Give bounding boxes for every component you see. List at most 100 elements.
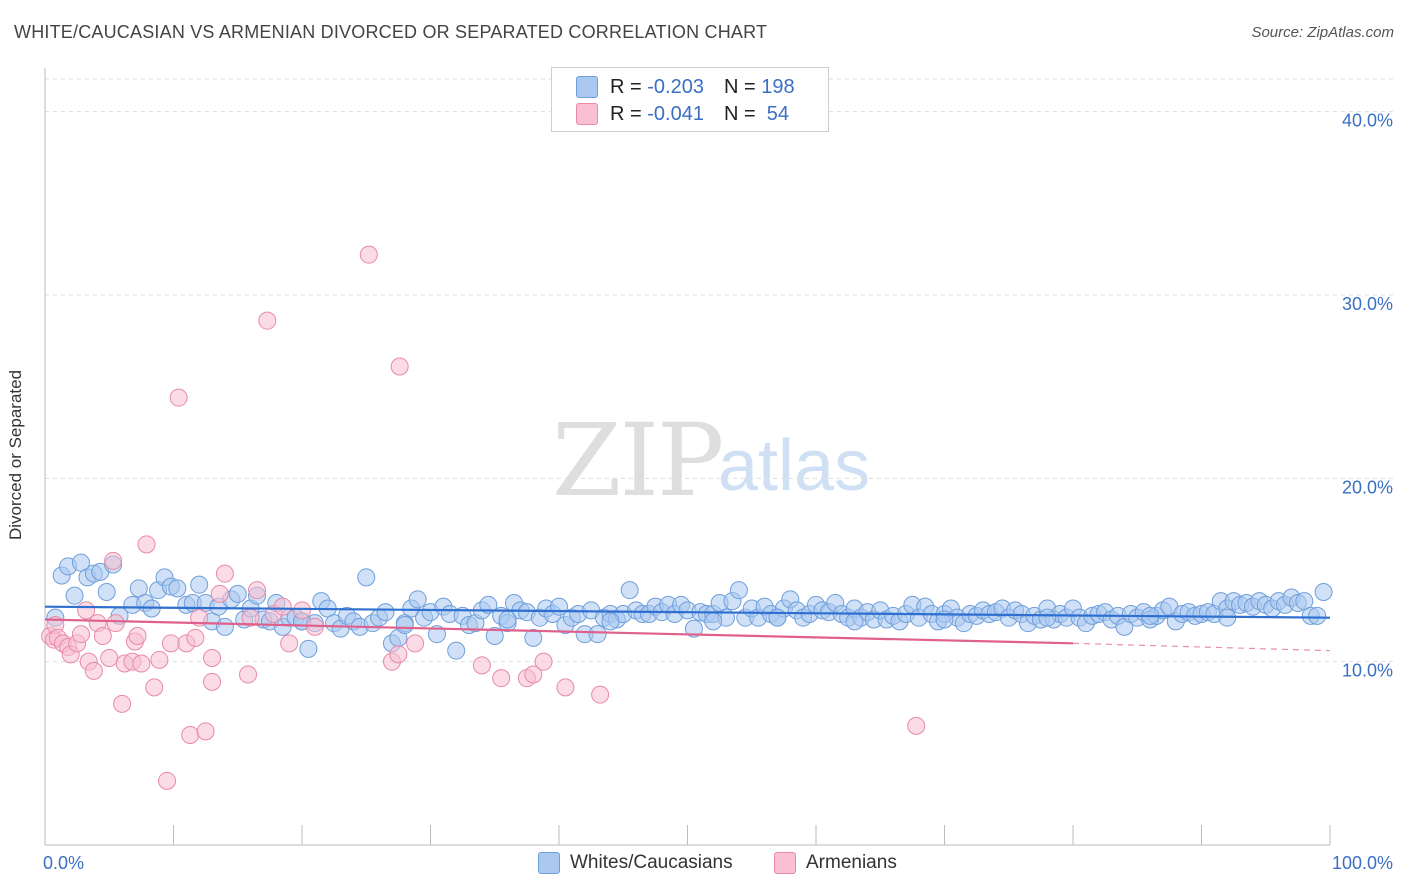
- armenians-point: [359, 245, 378, 264]
- whites-point: [524, 628, 543, 647]
- armenians-point: [280, 634, 299, 653]
- armenians-point: [215, 564, 234, 583]
- source-label: Source: ZipAtlas.com: [1251, 24, 1394, 41]
- y-tick-label: 30.0%: [1342, 294, 1393, 314]
- armenians-point: [210, 584, 229, 603]
- armenians-point: [132, 654, 151, 673]
- whites-point: [408, 590, 427, 609]
- whites-point: [1038, 608, 1057, 627]
- armenians-point: [93, 627, 112, 645]
- whites-point: [1314, 583, 1333, 601]
- legend-r-value: -0.041: [647, 102, 704, 125]
- legend-n-label: N =: [723, 102, 756, 125]
- armenians-point: [472, 656, 491, 675]
- watermark-zip: ZIP: [552, 402, 724, 519]
- whites-point: [395, 616, 414, 634]
- stats-legend: R = -0.203 N = 198 R = -0.041 N = 54: [551, 67, 829, 132]
- whites-point: [684, 619, 703, 638]
- bottom-legend-armenians[interactable]: Armenians: [774, 850, 897, 876]
- bottom-legend-swatch-whites: [538, 852, 560, 874]
- x-tick-label: 100.0%: [1332, 853, 1393, 873]
- whites-point: [168, 579, 187, 598]
- whites-point: [704, 612, 723, 631]
- legend-swatch-armenians: [576, 103, 598, 125]
- whites-point: [768, 608, 787, 627]
- armenians-point: [71, 625, 90, 644]
- armenians-point: [556, 678, 575, 697]
- whites-point: [190, 575, 209, 594]
- whites-point: [498, 610, 517, 629]
- legend-r-value: -0.203: [647, 75, 704, 98]
- legend-r-label: R =: [610, 102, 642, 125]
- y-tick-label: 40.0%: [1342, 111, 1393, 131]
- armenians-point: [239, 665, 258, 684]
- x-tick-label: 0.0%: [43, 853, 84, 873]
- armenians-point: [196, 722, 215, 741]
- armenians-point: [524, 665, 543, 684]
- armenians-point: [150, 650, 169, 669]
- y-tick-label: 10.0%: [1342, 661, 1393, 681]
- whites-point: [357, 568, 376, 587]
- whites-point: [601, 612, 620, 631]
- y-tick-label: 20.0%: [1342, 477, 1393, 497]
- armenians-point: [389, 645, 408, 664]
- whites-point: [447, 641, 466, 660]
- whites-point: [228, 584, 247, 603]
- whites-point: [376, 603, 395, 622]
- armenians-point: [106, 614, 125, 633]
- bottom-legend-whites[interactable]: Whites/Caucasians: [538, 850, 733, 876]
- chart-title: WHITE/CAUCASIAN VS ARMENIAN DIVORCED OR …: [14, 22, 768, 42]
- legend-n-value: 198: [761, 75, 795, 98]
- bottom-legend-label-whites: Whites/Caucasians: [570, 852, 733, 873]
- legend-row-armenians: R = -0.041 N = 54: [576, 101, 789, 127]
- armenians-point: [100, 649, 119, 667]
- armenians-point: [273, 597, 292, 616]
- armenians-point: [907, 716, 926, 735]
- whites-point: [485, 627, 504, 645]
- armenians-point: [186, 628, 205, 647]
- armenians-point: [591, 685, 610, 704]
- armenians-point: [104, 551, 123, 570]
- armenians-point: [293, 601, 311, 620]
- whites-point: [97, 583, 116, 601]
- legend-swatch-whites: [576, 76, 598, 98]
- whites-point: [1308, 606, 1327, 625]
- whites-point: [479, 595, 498, 614]
- armenians-point: [390, 357, 409, 376]
- armenians-point: [84, 661, 103, 680]
- whites-trendline: [44, 605, 1331, 619]
- armenians-point: [534, 652, 553, 671]
- armenians-point: [258, 311, 277, 330]
- armenians-trendline: [44, 618, 1074, 645]
- whites-point: [427, 625, 446, 644]
- armenians-point: [137, 535, 156, 554]
- armenians-point: [406, 634, 425, 653]
- bottom-legend-label-armenians: Armenians: [806, 852, 897, 873]
- armenians-point: [203, 672, 222, 691]
- armenians-point: [128, 627, 147, 645]
- legend-n-label: N =: [723, 75, 756, 98]
- whites-point: [588, 625, 607, 644]
- armenians-point: [203, 649, 222, 667]
- armenians-point: [113, 694, 132, 713]
- whites-point: [845, 612, 864, 631]
- armenians-point: [181, 726, 200, 744]
- armenians-point: [492, 669, 511, 688]
- whites-point: [620, 581, 639, 600]
- whites-point: [215, 617, 234, 636]
- whites-point: [65, 586, 84, 605]
- armenians-trendline-extension: [1072, 642, 1331, 652]
- whites-point: [729, 581, 748, 600]
- armenians-point: [145, 678, 164, 697]
- armenians-point: [158, 771, 177, 790]
- watermark-atlas: atlas: [718, 426, 871, 506]
- legend-n-value: 54: [761, 102, 790, 125]
- legend-row-whites: R = -0.203 N = 198: [576, 74, 795, 100]
- legend-r-label: R =: [610, 75, 642, 98]
- armenians-point: [169, 388, 188, 407]
- armenians-point: [248, 581, 267, 600]
- armenians-point: [161, 634, 180, 653]
- bottom-legend-swatch-armenians: [774, 852, 796, 874]
- whites-point: [299, 639, 318, 658]
